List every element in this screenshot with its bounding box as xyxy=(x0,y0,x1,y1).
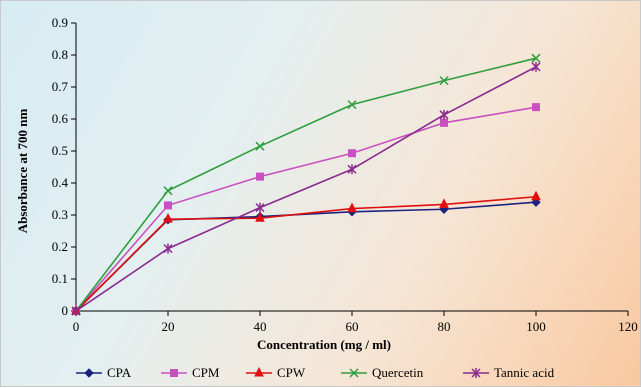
y-tick-label: 0.8 xyxy=(52,47,68,62)
data-point-quercetin xyxy=(163,186,173,196)
data-point-cpw xyxy=(163,213,173,223)
series-layer xyxy=(71,53,541,316)
axes: 0 0.1 0.2 0.3 0.4 0.5 0.6 0.7 0.8 0.9 0 20 40 60 80 100… xyxy=(15,15,638,352)
data-point-quercetin-stroke xyxy=(255,141,265,151)
series-tannic-acid xyxy=(71,61,541,316)
legend-label-cpm: CPM xyxy=(192,365,220,380)
x-tick-label: 40 xyxy=(254,319,267,334)
series-line-quercetin xyxy=(75,57,537,312)
data-point-quercetin-stroke xyxy=(531,53,541,63)
legend-item-quercetin: Quercetin xyxy=(341,365,424,380)
data-point-cpm xyxy=(348,149,356,158)
legend: CPA CPM CPW Quercetin Tannic acid xyxy=(76,365,555,380)
data-point-tannic-acid xyxy=(71,306,81,316)
data-point-tannic-acid xyxy=(439,109,449,120)
legend-label-quercetin: Quercetin xyxy=(372,365,424,380)
x-tick-label: 20 xyxy=(162,319,175,334)
series-cpw xyxy=(71,190,541,315)
legend-label-tannic-acid: Tannic acid xyxy=(494,365,555,380)
data-point-cpm xyxy=(532,103,540,112)
data-point-cpw xyxy=(255,212,265,222)
legend-marker-tannic-acid xyxy=(471,368,481,378)
series-line-cpw xyxy=(75,195,537,312)
y-tick-label: 0.5 xyxy=(52,143,68,158)
legend-marker-cpw xyxy=(254,366,264,377)
x-axis-title: Concentration (mg / ml) xyxy=(257,337,391,352)
data-point-cpw xyxy=(347,202,357,213)
series-line-cpm xyxy=(75,106,537,312)
data-point-tannic-acid xyxy=(347,164,357,175)
x-tick-label: 120 xyxy=(618,319,638,334)
x-tick-label: 60 xyxy=(346,319,359,334)
data-point-quercetin-stroke xyxy=(347,100,357,110)
data-point-quercetin-stroke xyxy=(163,186,173,196)
data-point-quercetin xyxy=(439,76,449,86)
data-point-tannic-acid xyxy=(531,61,541,72)
y-tick-label: 0.3 xyxy=(52,207,68,222)
y-tick-label: 0.9 xyxy=(52,15,68,30)
legend-item-cpm: CPM xyxy=(161,365,220,380)
legend-item-cpa: CPA xyxy=(76,365,132,380)
data-point-cpm xyxy=(440,118,448,127)
data-point-quercetin-stroke xyxy=(439,76,449,86)
data-point-tannic-acid xyxy=(255,202,265,213)
x-tick-label: 0 xyxy=(73,319,80,334)
series-cpm xyxy=(72,103,540,315)
series-line-cpa xyxy=(75,201,537,312)
legend-marker-quercetin-stroke xyxy=(349,368,359,378)
legend-label-cpw: CPW xyxy=(277,365,306,380)
data-point-quercetin xyxy=(531,53,541,63)
series-line-tannic-acid xyxy=(75,66,537,312)
x-tick-label: 80 xyxy=(438,319,451,334)
x-tick-label: 100 xyxy=(526,319,546,334)
data-point-quercetin xyxy=(255,141,265,151)
data-point-cpm xyxy=(164,201,172,210)
y-tick-label: 0 xyxy=(62,303,69,318)
data-point-cpw xyxy=(439,198,449,208)
data-point-quercetin xyxy=(347,100,357,110)
series-cpa xyxy=(71,197,541,316)
data-point-cpm xyxy=(256,172,264,181)
legend-item-cpw: CPW xyxy=(246,365,306,380)
y-tick-label: 0.4 xyxy=(52,175,69,190)
y-axis-title: Absorbance at 700 nm xyxy=(15,109,30,234)
legend-label-cpa: CPA xyxy=(107,365,132,380)
y-tick-label: 0.6 xyxy=(52,111,69,126)
legend-item-tannic-acid: Tannic acid xyxy=(463,365,555,380)
data-point-tannic-acid xyxy=(163,243,173,254)
legend-marker-cpa xyxy=(84,368,94,378)
series-quercetin xyxy=(71,53,541,316)
data-point-cpw xyxy=(531,190,541,201)
y-tick-label: 0.2 xyxy=(52,239,68,254)
legend-marker-quercetin xyxy=(349,368,359,378)
y-tick-label: 0.1 xyxy=(52,271,68,286)
legend-marker-cpm xyxy=(170,369,178,377)
y-tick-label: 0.7 xyxy=(52,79,69,94)
